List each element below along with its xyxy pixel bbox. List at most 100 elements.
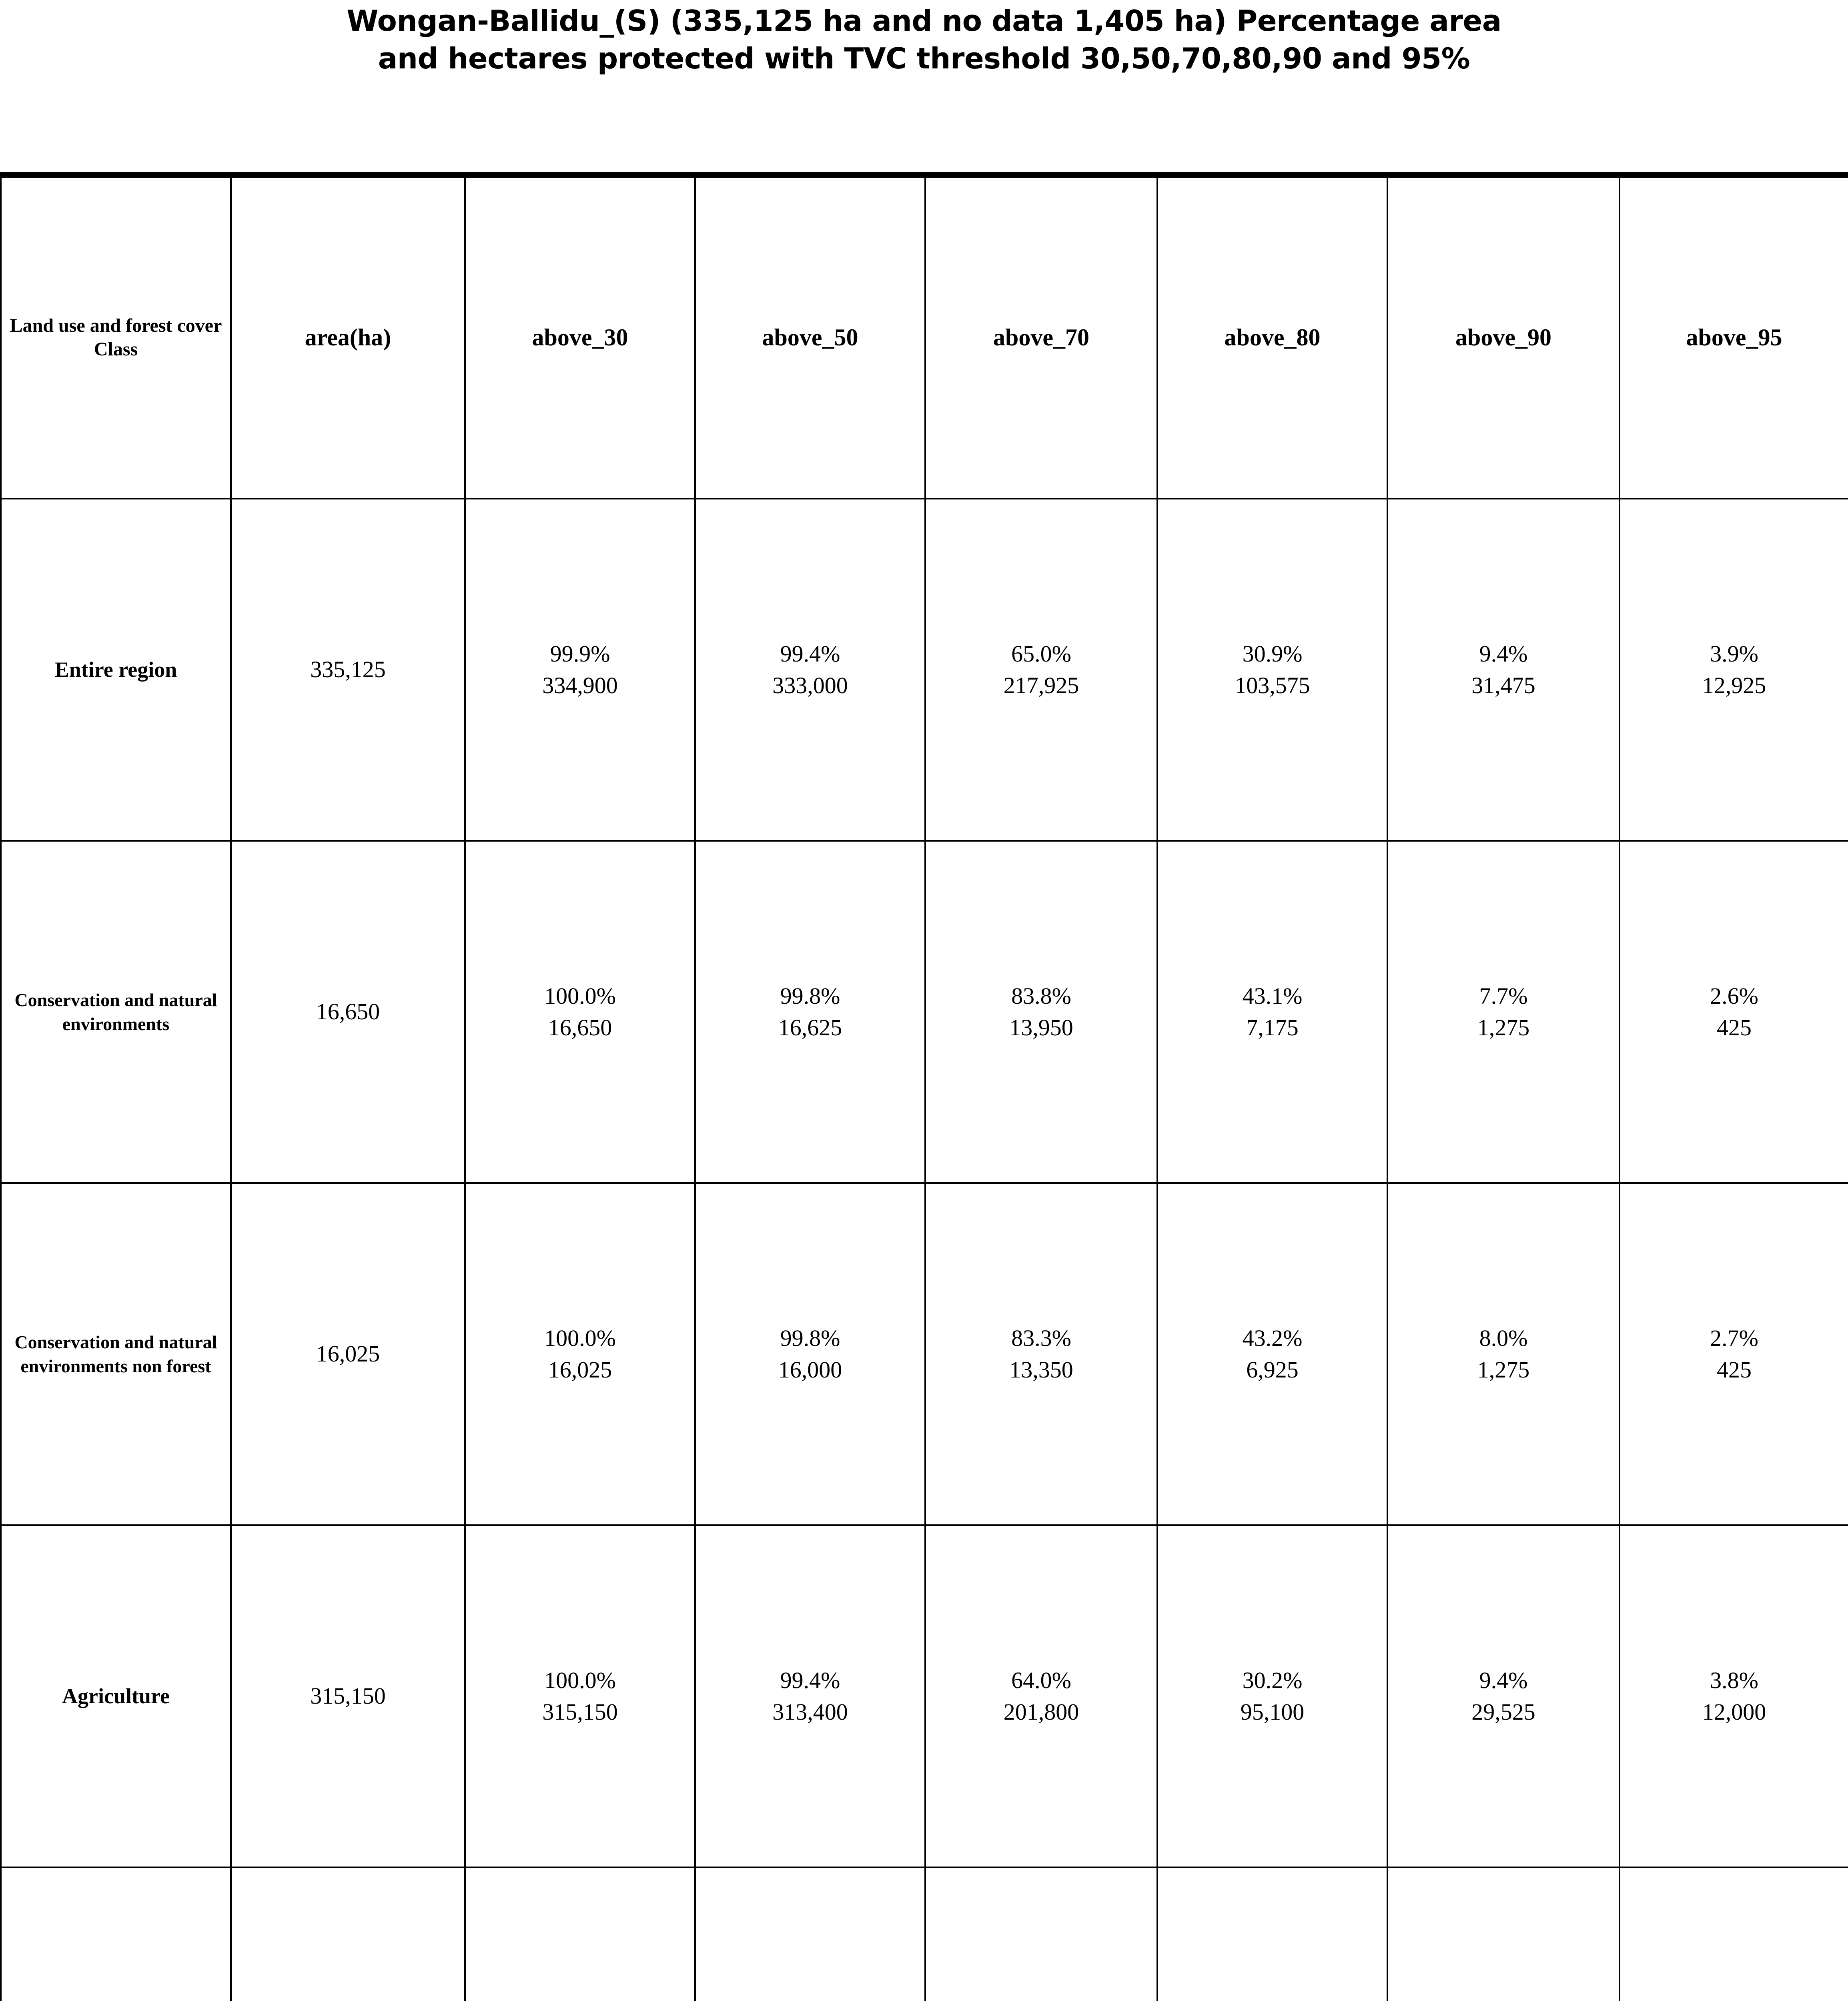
cell-percent: 100.0% [544, 983, 616, 1009]
cell-above-90: 8.0% 1,275 [1387, 1182, 1620, 1526]
cell-hectares: 12,925 [1702, 672, 1766, 698]
cell-hectares: 1,275 [1477, 1014, 1530, 1041]
cell-hectares: 334,900 [542, 672, 618, 698]
cell-above-95: 3.9% 12,925 [1619, 498, 1848, 842]
cell-percent: 7.7% [1479, 983, 1528, 1009]
page-title-line1: Wongan-Ballidu_(S) (335,125 ha and no da… [347, 4, 1501, 38]
cell-above-80: 43.1% 7,175 [1157, 840, 1388, 1184]
cell-hectares: 16,000 [778, 1356, 842, 1383]
cell-hectares: 31,475 [1471, 672, 1535, 698]
row-label: Conservation and natural environments [0, 840, 232, 1184]
cell-above-90: 9.4%29,525 [1387, 1867, 1620, 2001]
cell-hectares: 315,150 [542, 1698, 618, 1725]
cell-hectares: 13,350 [1009, 1356, 1073, 1383]
table-row: Entire region 335,125 99.9% 334,900 99.4%… [0, 498, 1848, 842]
cell-above-70: 64.0% 201,800 [924, 1524, 1158, 1868]
cell-percent: 8.0% [1479, 1325, 1528, 1351]
cell-above-90: 7.7% 1,275 [1387, 840, 1620, 1184]
cell-hectares: 217,925 [1003, 672, 1079, 698]
cell-above-80: 43.2% 6,925 [1157, 1182, 1388, 1526]
cell-hectares: 333,000 [772, 672, 848, 698]
cell-above-70: 64.0%201,675 [924, 1867, 1158, 2001]
cell-above-80: 30.2% 95,100 [1157, 1524, 1388, 1868]
cell-percent: 100.0% [544, 1325, 616, 1351]
row-area: 16,650 [230, 840, 466, 1184]
cell-hectares: 13,950 [1009, 1014, 1073, 1041]
cell-hectares: 7,175 [1246, 1014, 1299, 1041]
row-area: 315,000 [230, 1867, 466, 2001]
row-label: Conservation and natural environments no… [0, 1182, 232, 1526]
cell-above-50: 99.4% 333,000 [694, 498, 926, 842]
cell-hectares: 16,650 [548, 1014, 612, 1041]
cell-hectares: 425 [1717, 1014, 1752, 1041]
column-header-above-90: above_90 [1387, 174, 1620, 499]
row-area: 335,125 [230, 498, 466, 842]
cell-above-80: 30.2%95,050 [1157, 1867, 1388, 2001]
cell-percent: 99.4% [780, 641, 840, 667]
table-header-row: Land use and forest cover Class area(ha)… [0, 174, 1848, 499]
cell-percent: 3.8% [1710, 1667, 1758, 1694]
cell-hectares: 12,000 [1702, 1698, 1766, 1725]
cell-percent: 99.8% [780, 1325, 840, 1351]
cell-percent: 9.4% [1479, 1667, 1528, 1694]
cell-percent: 100.0% [544, 1667, 616, 1694]
cell-above-30: 100.0%315,000 [464, 1867, 696, 2001]
row-label: Agriculture [0, 1524, 232, 1868]
row-label: Cropping [0, 1867, 232, 2001]
cell-percent: 83.3% [1011, 1325, 1071, 1351]
cell-hectares: 95,100 [1240, 1698, 1305, 1725]
column-header-area: area(ha) [230, 174, 466, 499]
column-header-class: Land use and forest cover Class [0, 174, 232, 499]
column-header-above-95: above_95 [1619, 174, 1848, 499]
table-row: Cropping 315,000 100.0%315,000 99.4%313,… [0, 1867, 1848, 2001]
column-header-above-50: above_50 [694, 174, 926, 499]
data-table-container: Land use and forest cover Class area(ha)… [0, 172, 1848, 2001]
cell-percent: 83.8% [1011, 983, 1071, 1009]
cell-percent: 43.2% [1242, 1325, 1303, 1351]
column-header-above-80: above_80 [1157, 174, 1388, 499]
column-header-above-30: above_30 [464, 174, 696, 499]
cell-percent: 30.9% [1242, 641, 1303, 667]
row-area: 315,150 [230, 1524, 466, 1868]
cell-percent: 43.1% [1242, 983, 1303, 1009]
cell-percent: 3.9% [1710, 641, 1758, 667]
cell-percent: 99.8% [780, 983, 840, 1009]
cell-hectares: 16,025 [548, 1356, 612, 1383]
column-header-above-70: above_70 [924, 174, 1158, 499]
cell-hectares: 1,275 [1477, 1356, 1530, 1383]
land-use-table: Land use and forest cover Class area(ha)… [0, 172, 1848, 2001]
cell-above-50: 99.8% 16,000 [694, 1182, 926, 1526]
cell-above-95: 3.8% 12,000 [1619, 1524, 1848, 1868]
cell-above-30: 99.9% 334,900 [464, 498, 696, 842]
cell-percent: 99.4% [780, 1667, 840, 1694]
cell-hectares: 201,800 [1003, 1698, 1079, 1725]
cell-above-30: 100.0% 16,025 [464, 1182, 696, 1526]
cell-percent: 30.2% [1242, 1667, 1303, 1694]
cell-hectares: 313,400 [772, 1698, 848, 1725]
table-row: Conservation and natural environments no… [0, 1182, 1848, 1526]
cell-above-30: 100.0% 315,150 [464, 1524, 696, 1868]
table-row: Conservation and natural environments 16… [0, 840, 1848, 1184]
cell-above-30: 100.0% 16,650 [464, 840, 696, 1184]
table-row: Agriculture 315,150 100.0% 315,150 99.4% 3… [0, 1524, 1848, 1868]
cell-percent: 65.0% [1011, 641, 1071, 667]
cell-above-70: 83.3% 13,350 [924, 1182, 1158, 1526]
cell-percent: 9.4% [1479, 641, 1528, 667]
cell-percent: 2.7% [1710, 1325, 1758, 1351]
cell-hectares: 103,575 [1235, 672, 1310, 698]
page-title: Wongan-Ballidu_(S) (335,125 ha and no da… [0, 0, 1848, 77]
cell-above-70: 83.8% 13,950 [924, 840, 1158, 1184]
cell-above-95: 2.7% 425 [1619, 1182, 1848, 1526]
cell-hectares: 6,925 [1246, 1356, 1299, 1383]
row-area: 16,025 [230, 1182, 466, 1526]
cell-above-50: 99.8% 16,625 [694, 840, 926, 1184]
cell-above-90: 9.4% 31,475 [1387, 498, 1620, 842]
cell-above-90: 9.4% 29,525 [1387, 1524, 1620, 1868]
cell-above-50: 99.4% 313,400 [694, 1524, 926, 1868]
row-label: Entire region [0, 498, 232, 842]
cell-hectares: 29,525 [1471, 1698, 1535, 1725]
cell-hectares: 16,625 [778, 1014, 842, 1041]
cell-above-95: 2.6% 425 [1619, 840, 1848, 1184]
cell-percent: 99.9% [550, 641, 610, 667]
page-title-line2: and hectares protected with TVC threshol… [378, 41, 1470, 75]
